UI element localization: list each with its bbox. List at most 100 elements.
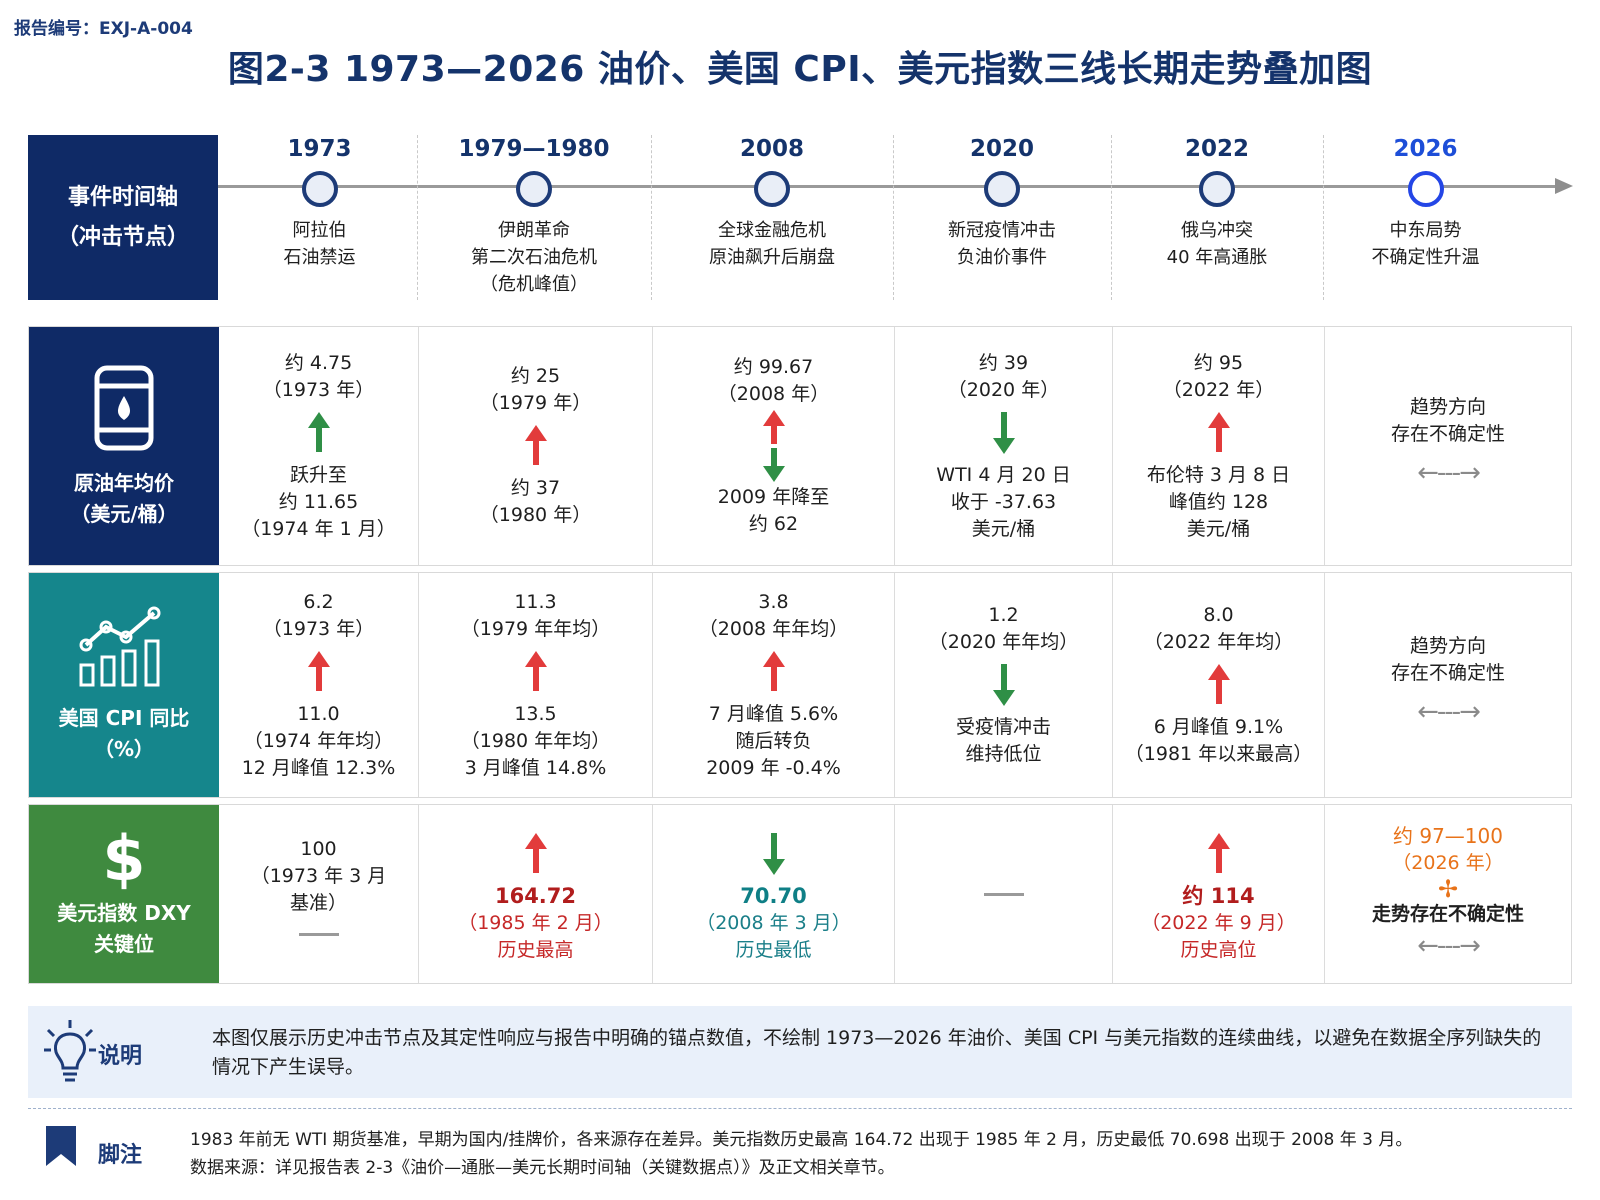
cpi-row: 美国 CPI 同比 （%） 6.2 （1973 年） 11.0 （1974 年年… xyxy=(28,572,1572,798)
dxy-cell-1979: 164.72 （1985 年 2 月） 历史最高 xyxy=(418,805,652,983)
dxy-row: $ 美元指数 DXY 关键位 100 （1973 年 3 月 基准） 164.7… xyxy=(28,804,1572,984)
footnote-divider xyxy=(28,1108,1572,1109)
oil-value: 约 95 xyxy=(1193,351,1244,374)
oil-detail: 约 37 xyxy=(510,477,561,499)
oil-cell-2026: 趋势方向 存在不确定性 ←‑‑‑→ xyxy=(1324,327,1571,565)
oil-detail: 收于 -37.63 xyxy=(950,490,1057,513)
dollar-icon: $ xyxy=(102,822,146,895)
arrow-up-icon xyxy=(524,650,547,693)
cpi-detail: （1981 年以来最高） xyxy=(1124,743,1313,765)
cpi-cell-1973: 6.2 （1973 年） 11.0 （1974 年年均） 12 月峰值 12.3… xyxy=(219,573,418,797)
oil-value: 约 39 xyxy=(978,351,1029,374)
dxy-label-line1: 美元指数 DXY xyxy=(57,901,191,925)
report-number: 报告编号：EXJ-A-004 xyxy=(14,19,193,39)
arrow-down-icon xyxy=(762,832,785,875)
oil-price-row: 原油年均价 （美元/桶） 约 4.75 （1973 年） 跃升至 约 11.65… xyxy=(28,326,1572,566)
cpi-row-label: 美国 CPI 同比 （%） xyxy=(29,573,219,797)
node-year: 1973 xyxy=(287,136,352,162)
cpi-trend: 存在不确定性 xyxy=(1390,662,1505,684)
dxy-value: 100 xyxy=(300,838,337,860)
dxy-date: （2022 年 9 月） xyxy=(1141,911,1296,934)
dxy-cell-2022: 约 114 （2022 年 9 月） 历史高位 xyxy=(1112,805,1324,983)
note-text: 本图仅展示历史冲击节点及其定性响应与报告中明确的锚点数值，不绘制 1973—20… xyxy=(212,1027,1542,1078)
oil-trend: 存在不确定性 xyxy=(1390,423,1505,445)
timeline-node-2020: 2020 新冠疫情冲击 负油价事件 xyxy=(893,133,1111,271)
oil-detail: 布伦特 3 月 8 日 xyxy=(1146,463,1291,486)
cpi-cell-1979: 11.3 （1979 年年均） 13.5 （1980 年年均） 3 月峰值 14… xyxy=(418,573,652,797)
dxy-cell-2026: 约 97—100 （2026 年） ✢ 走势存在不确定性 ←‑‑‑→ xyxy=(1324,805,1571,983)
timeline-node-marker xyxy=(984,171,1020,207)
node-event: 全球金融危机 xyxy=(718,220,826,241)
dash-icon xyxy=(983,892,1024,896)
dxy-note: 历史高位 xyxy=(1180,938,1257,961)
footnote-label: 脚注 xyxy=(98,1143,143,1168)
footnote-line2: 数据来源：详见报告表 2-3《油价—通胀—美元长期时间轴（关键数据点）》及正文相… xyxy=(190,1158,895,1178)
cpi-label-line1: 美国 CPI 同比 xyxy=(58,706,190,730)
cpi-detail: 随后转负 xyxy=(735,729,812,752)
node-event: 伊朗革命 xyxy=(498,220,570,241)
cpi-detail: （1980 年年均） xyxy=(460,729,611,752)
timeline-node-2026: 2026 中东局势 不确定性升温 xyxy=(1323,133,1528,271)
cpi-value: 6.2 xyxy=(303,590,334,613)
cpi-year: （1979 年年均） xyxy=(460,617,611,640)
footnote-text: 1983 年前无 WTI 期货基准，早期为国内/挂牌价，各来源存在差异。美元指数… xyxy=(190,1126,1580,1182)
cpi-detail: 受疫情冲击 xyxy=(955,716,1051,738)
node-event: 负油价事件 xyxy=(957,247,1047,268)
dxy-date: （2008 年 3 月） xyxy=(696,911,851,934)
oil-detail: （1980 年） xyxy=(479,504,592,526)
oil-detail: （1974 年 1 月） xyxy=(241,517,396,540)
cpi-detail: 12 月峰值 12.3% xyxy=(241,756,396,779)
cpi-value: 1.2 xyxy=(988,604,1019,626)
cpi-cell-2022: 8.0 （2022 年年均） 6 月峰值 9.1% （1981 年以来最高） xyxy=(1112,573,1324,797)
dxy-value: 70.70 xyxy=(740,883,807,908)
cpi-cell-2008: 3.8 （2008 年年均） 7 月峰值 5.6% 随后转负 2009 年 -0… xyxy=(652,573,894,797)
timeline-node-1973: 1973 阿拉伯 石油禁运 xyxy=(222,133,417,271)
dxy-detail: （1973 年 3 月 xyxy=(250,865,387,887)
node-year: 2008 xyxy=(739,136,804,162)
cpi-value: 11.3 xyxy=(514,590,557,613)
cpi-year: （2022 年年均） xyxy=(1143,631,1294,653)
arrow-up-icon xyxy=(762,650,785,693)
oil-detail: 美元/桶 xyxy=(1186,517,1251,540)
timeline-arrow-icon xyxy=(1555,178,1573,194)
dxy-row-label: $ 美元指数 DXY 关键位 xyxy=(29,805,219,983)
oil-cell-2022: 约 95 （2022 年） 布伦特 3 月 8 日 峰值约 128 美元/桶 xyxy=(1112,327,1324,565)
oil-detail: 2009 年降至 xyxy=(717,486,830,508)
dxy-date: （2026 年） xyxy=(1392,851,1504,874)
cpi-detail: 7 月峰值 5.6% xyxy=(708,702,839,725)
node-event: 40 年高通胀 xyxy=(1166,247,1268,268)
oil-cell-2020: 约 39 （2020 年） WTI 4 月 20 日 收于 -37.63 美元/… xyxy=(894,327,1112,565)
oil-year: （2008 年） xyxy=(717,383,830,405)
cpi-detail: 3 月峰值 14.8% xyxy=(464,756,607,779)
footnote-line1: 1983 年前无 WTI 期货基准，早期为国内/挂牌价，各来源存在差异。美元指数… xyxy=(190,1130,1413,1150)
oil-year: （1979 年） xyxy=(479,392,592,414)
dxy-value: 约 114 xyxy=(1182,883,1255,908)
node-year: 2020 xyxy=(969,136,1034,162)
cpi-label-line2: （%） xyxy=(93,737,155,761)
node-event: （危机峰值） xyxy=(480,274,588,295)
oil-cell-1973: 约 4.75 （1973 年） 跃升至 约 11.65 （1974 年 1 月） xyxy=(219,327,418,565)
timeline-node-marker xyxy=(754,171,790,207)
arrow-down-icon xyxy=(992,664,1015,706)
dxy-cell-2008: 70.70 （2008 年 3 月） 历史最低 xyxy=(652,805,894,983)
oil-detail: 约 62 xyxy=(748,513,799,535)
timeline-node-1979: 1979—1980 伊朗革命 第二次石油危机 （危机峰值） xyxy=(417,133,651,298)
oil-year: （2022 年） xyxy=(1162,378,1275,401)
arrow-up-icon xyxy=(762,410,785,444)
cpi-cell-2026: 趋势方向 存在不确定性 ←‑‑‑→ xyxy=(1324,573,1571,797)
note-label: 说明 xyxy=(98,1044,143,1069)
cpi-detail: 6 月峰值 9.1% xyxy=(1153,716,1284,738)
arrow-up-icon xyxy=(307,650,330,693)
timeline-node-marker xyxy=(1199,171,1235,207)
cpi-detail: 2009 年 -0.4% xyxy=(706,756,841,779)
oil-detail: WTI 4 月 20 日 xyxy=(936,463,1071,486)
page-title: 图2-3 1973—2026 油价、美国 CPI、美元指数三线长期走势叠加图 xyxy=(227,49,1373,90)
node-event: 石油禁运 xyxy=(283,247,356,268)
note-box: 说明 本图仅展示历史冲击节点及其定性响应与报告中明确的锚点数值，不绘制 1973… xyxy=(28,1006,1572,1098)
dxy-date: （1985 年 2 月） xyxy=(458,911,613,934)
oil-barrel-icon xyxy=(94,365,154,451)
arrow-down-icon xyxy=(762,448,785,482)
arrow-up-icon xyxy=(1207,664,1230,706)
node-event: 第二次石油危机 xyxy=(471,247,597,268)
dxy-detail: 基准） xyxy=(289,892,347,914)
